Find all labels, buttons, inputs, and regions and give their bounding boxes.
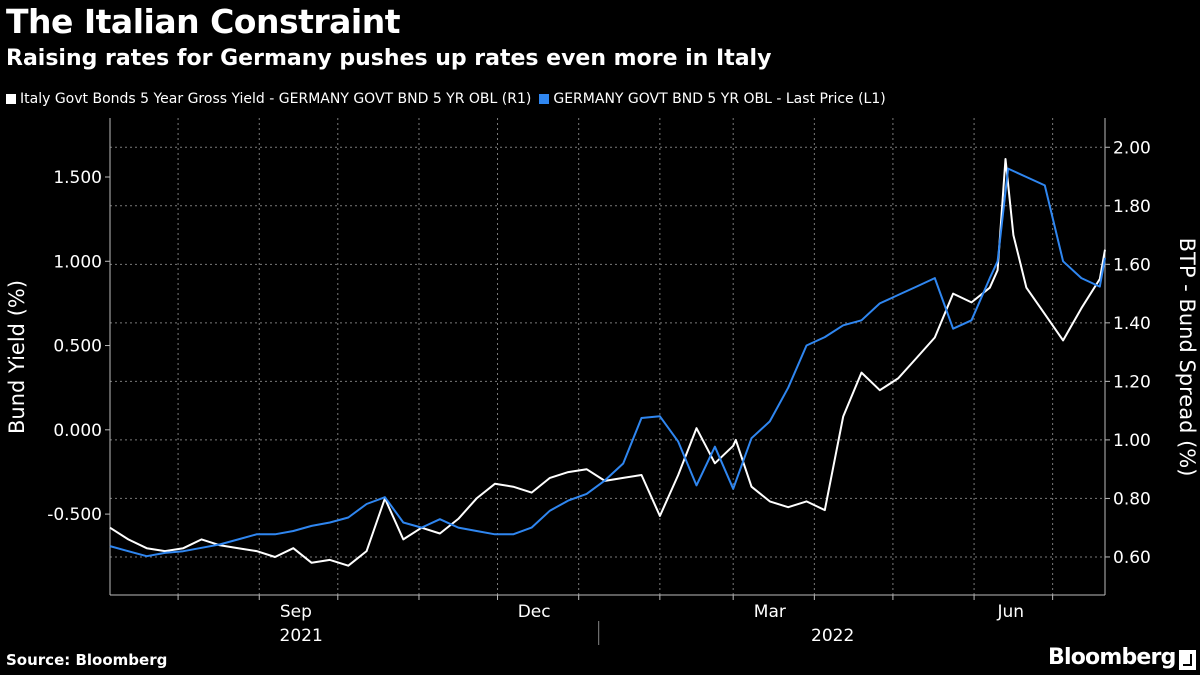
chart-legend: Italy Govt Bonds 5 Year Gross Yield - GE… [6, 91, 894, 107]
x-tick-label: Dec [518, 602, 551, 622]
left-tick-label: 1.000 [53, 252, 102, 272]
left-tick-label: -0.500 [47, 505, 102, 525]
legend-item-italy: Italy Govt Bonds 5 Year Gross Yield - GE… [6, 91, 531, 107]
right-axis-title: BTP - Bund Spread (%) [1175, 238, 1199, 477]
legend-item-germany: GERMANY GOVT BND 5 YR OBL - Last Price (… [539, 91, 886, 107]
right-tick-label: 1.20 [1113, 372, 1151, 392]
brand-logo: Bloomberg [1048, 645, 1176, 670]
left-tick-label: 0.500 [53, 337, 102, 357]
x-tick-label: Jun [996, 602, 1024, 622]
year-label: 2021 [280, 626, 323, 646]
x-tick-label: Sep [280, 602, 312, 622]
series-line-italy-spread [109, 158, 1106, 567]
right-tick-label: 1.80 [1113, 197, 1151, 217]
legend-label-italy: Italy Govt Bonds 5 Year Gross Yield - GE… [20, 91, 532, 107]
right-tick-label: 1.60 [1113, 255, 1151, 275]
source-note: Source: Bloomberg [6, 651, 168, 669]
year-label: 2022 [811, 626, 854, 646]
chart-title: The Italian Constraint [6, 2, 401, 41]
brand-icon [1179, 650, 1196, 670]
left-axis-title: Bund Yield (%) [5, 280, 29, 434]
right-tick-label: 2.00 [1113, 138, 1151, 158]
legend-label-germany: GERMANY GOVT BND 5 YR OBL - Last Price (… [553, 91, 886, 107]
series-line-germany-yield [109, 167, 1106, 558]
x-tick-label: Mar [754, 602, 786, 622]
legend-swatch-germany [539, 94, 550, 104]
left-tick-label: 0.000 [53, 421, 102, 441]
legend-swatch-italy [6, 94, 16, 104]
left-tick-label: 1.500 [53, 168, 102, 188]
right-tick-label: 0.60 [1113, 548, 1151, 568]
right-tick-label: 1.00 [1113, 431, 1151, 451]
right-tick-label: 0.80 [1113, 489, 1151, 509]
right-tick-label: 1.40 [1113, 314, 1151, 334]
chart-subtitle: Raising rates for Germany pushes up rate… [6, 46, 772, 71]
